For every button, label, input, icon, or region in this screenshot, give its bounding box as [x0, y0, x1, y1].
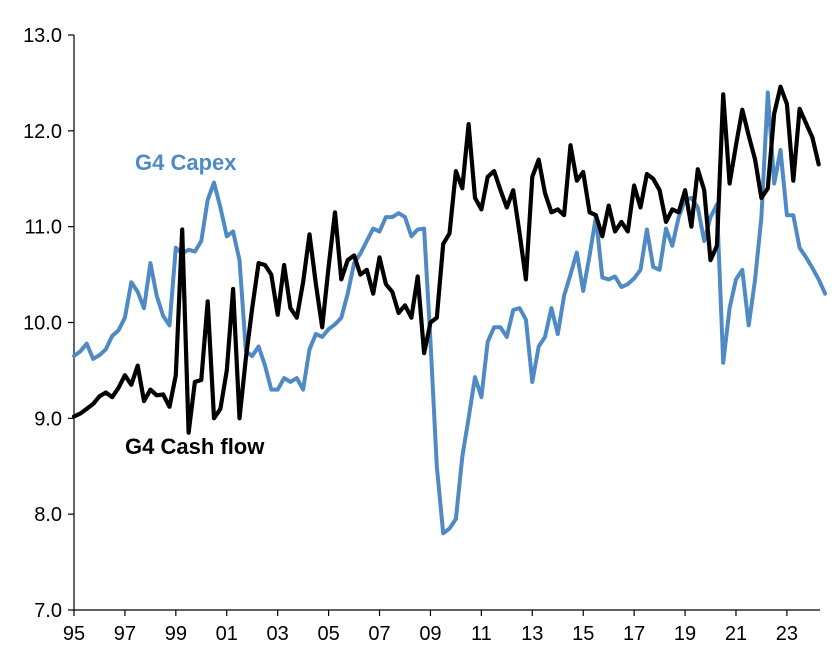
x-tick-label: 13 [521, 623, 543, 645]
x-tick-label: 19 [674, 623, 696, 645]
x-axis: 95 97 99 01 03 05 07 09 11 13 15 17 19 21 23 [63, 609, 820, 645]
x-tick-label: 05 [317, 623, 339, 645]
series-label-cashflow: G4 Cash flow [125, 434, 265, 459]
y-tick-label: 9.0 [34, 408, 62, 430]
y-tick-label: 11.0 [25, 217, 62, 239]
y-tick-label: 13.0 [23, 25, 62, 47]
series-line-cashflow [71, 84, 821, 435]
series-label-capex: G4 Capex [135, 150, 237, 175]
y-tick-label: 10.0 [23, 313, 62, 335]
x-tick-label: 15 [572, 623, 594, 645]
x-tick-label: 97 [114, 623, 136, 645]
y-tick-label: 12.0 [23, 121, 62, 143]
series-layer [71, 84, 828, 536]
x-tick-label: 11 [471, 623, 492, 645]
x-tick-label: 03 [267, 623, 289, 645]
x-tick-label: 01 [216, 623, 238, 645]
y-tick-label: 8.0 [34, 504, 62, 526]
series-line-capex [72, 90, 828, 536]
x-tick-label: 99 [165, 623, 187, 645]
x-tick-label: 07 [368, 623, 390, 645]
x-tick-label: 21 [725, 623, 747, 645]
x-tick-label: 23 [776, 623, 798, 645]
x-tick-label: 17 [623, 623, 645, 645]
y-axis: 7.0 8.0 9.0 10.0 11.0 12.0 13.0 [23, 25, 75, 622]
y-tick-label: 7.0 [34, 600, 62, 622]
x-tick-label: 09 [419, 623, 441, 645]
x-tick-label: 95 [63, 623, 85, 645]
